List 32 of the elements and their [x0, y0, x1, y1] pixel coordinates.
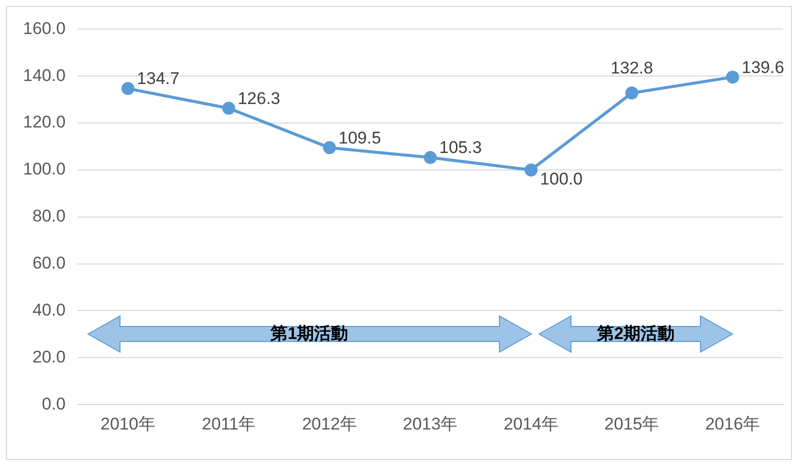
data-label: 100.0: [540, 170, 583, 189]
y-tick-label: 20.0: [32, 347, 66, 366]
y-tick-label: 40.0: [32, 300, 66, 320]
x-tick-label: 2010年: [100, 414, 156, 434]
point: [726, 70, 740, 84]
y-tick-label: 60.0: [32, 254, 66, 273]
y-tick-label: 140.0: [22, 66, 66, 85]
y-tick-label: 0.0: [42, 394, 66, 414]
y-tick-label: 100.0: [22, 160, 66, 179]
data-label: 105.3: [439, 138, 482, 158]
x-tick-label: 2011年: [202, 414, 256, 434]
annotation: 第1期活動: [270, 324, 350, 344]
data-label: 109.5: [338, 128, 382, 148]
x-tick-label: 2013年: [402, 414, 458, 434]
x-tick-label: 2012年: [302, 414, 357, 434]
x-tick-label: 2015年: [604, 414, 660, 434]
y-tick-label: 80.0: [32, 206, 66, 226]
data-label: 126.3: [238, 88, 280, 108]
point: [625, 86, 638, 100]
point: [524, 163, 538, 176]
point: [322, 141, 336, 154]
y-tick-label: 120.0: [22, 112, 66, 132]
point: [121, 82, 134, 96]
x-tick-label: 2014年: [504, 414, 558, 434]
annotation: 第2期活動: [596, 324, 676, 344]
x-tick-label: 2016年: [705, 414, 760, 434]
point: [222, 102, 236, 115]
y-tick-label: 160.0: [22, 18, 66, 38]
data-label: 134.7: [136, 69, 180, 88]
data-label: 139.6: [742, 58, 784, 77]
point: [424, 151, 437, 164]
data-label: 132.8: [610, 58, 654, 78]
